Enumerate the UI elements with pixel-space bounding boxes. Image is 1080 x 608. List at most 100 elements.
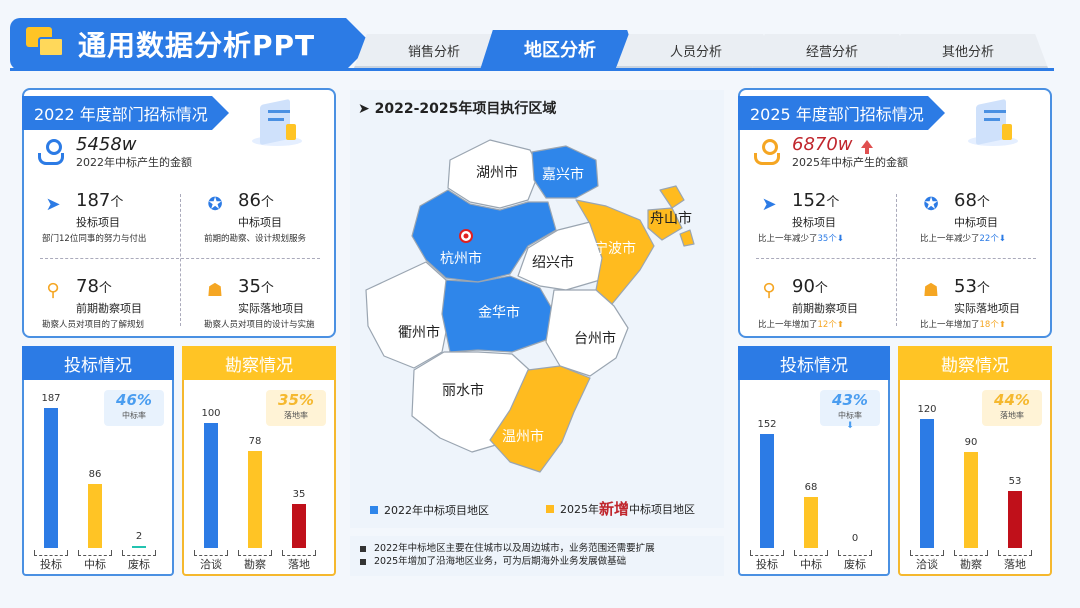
- city-label: 舟山市: [650, 211, 692, 227]
- stat-description: 部门12位同事的努力与付出: [42, 234, 147, 244]
- category-label: 勘察: [960, 558, 982, 571]
- bar-中标: [88, 483, 102, 548]
- left-bid-chart: 投标情况 46% 中标率 187 投标 86 中标 2 废标: [22, 346, 174, 576]
- bar-废标: [132, 546, 146, 548]
- category-label: 落地: [1004, 558, 1026, 571]
- axis-bracket: [122, 550, 156, 556]
- hand-coin-icon: [38, 139, 68, 167]
- axis-bracket: [194, 550, 228, 556]
- bar-中标: [804, 497, 818, 548]
- note-item: 2022年中标地区主要在住城市以及周边城市，业务范围还需要扩展: [360, 542, 714, 555]
- axis-bracket: [998, 550, 1032, 556]
- chart-title: 投标情况: [22, 346, 174, 380]
- category-label: 废标: [128, 558, 150, 571]
- team-icon: ☗: [922, 280, 940, 301]
- left-survey-chart: 勘察情况 35% 落地率 100 洽谈 78 勘察 35 落地: [182, 346, 336, 576]
- axis-bracket: [34, 550, 68, 556]
- axis-bracket: [78, 550, 112, 556]
- office-illustration-icon: [250, 98, 304, 150]
- stat-description: 勘察人员对项目的设计与实施: [204, 320, 315, 330]
- stat-unit: 个: [814, 281, 828, 296]
- stat-number: 78: [76, 276, 99, 297]
- legend-swatch-yellow: [546, 504, 554, 513]
- stat-description: 比上一年减少了22个⬇: [920, 234, 1006, 244]
- bar-value-label: 86: [88, 468, 102, 480]
- team-icon: ☗: [206, 280, 224, 301]
- stat-label: 前期勘察项目: [792, 302, 858, 315]
- category-label: 投标: [756, 558, 778, 571]
- chart-title: 勘察情况: [182, 346, 336, 380]
- stat-unit: 个: [98, 281, 112, 296]
- chat-bubbles-icon: [26, 27, 66, 61]
- map-region-zhoushan: [647, 185, 695, 247]
- notes-box: 2022年中标地区主要在住城市以及周边城市，业务范围还需要扩展 2025年增加了…: [350, 536, 724, 576]
- app-title: 通用数据分析PPT: [78, 29, 316, 62]
- right-stat-surveys: ⚲ 90个 前期勘察项目 比上一年增加了12个⬆: [758, 276, 908, 336]
- magnifier-icon: ⚲: [762, 280, 776, 301]
- legend-2025: 2025年 新增 中标项目地区: [546, 498, 695, 519]
- axis-bracket: [238, 550, 272, 556]
- bar-value-label: 68: [804, 482, 818, 493]
- rate-badge: 43% 中标率 ⬇: [820, 390, 880, 431]
- right-stat-wins: ✪ 68个 中标项目 比上一年减少了22个⬇: [920, 190, 1070, 250]
- tab-region[interactable]: 地区分析: [480, 30, 640, 70]
- bar-value-label: 187: [41, 392, 61, 404]
- left-money-value: 5458w: [76, 134, 137, 155]
- stat-unit: 个: [260, 281, 274, 296]
- stat-unit: 个: [260, 195, 274, 210]
- category-label: 洽谈: [200, 558, 222, 571]
- city-label: 杭州市: [440, 251, 482, 267]
- title-banner: 通用数据分析PPT: [10, 18, 372, 70]
- city-label: 宁波市: [594, 241, 636, 257]
- map-region-ningbo: [575, 199, 655, 305]
- bar-value-label: 78: [248, 435, 262, 447]
- category-label: 中标: [84, 558, 106, 571]
- axis-bracket: [794, 550, 828, 556]
- stat-number: 53: [954, 276, 977, 297]
- right-stat-bids: ➤ 152个 投标项目 比上一年减少了35个⬇: [758, 190, 908, 250]
- category-label: 投标: [40, 558, 62, 571]
- category-label: 洽谈: [916, 558, 938, 571]
- tab-bar: 销售分析 地区分析 人员分析 经营分析 其他分析: [344, 30, 1054, 70]
- right-stat-landed: ☗ 53个 实际落地项目 比上一年增加了18个⬆: [920, 276, 1070, 336]
- bar-value-label: 0: [851, 533, 859, 544]
- axis-bracket: [838, 550, 872, 556]
- stat-label: 中标项目: [238, 216, 282, 229]
- hand-coin-icon: [754, 139, 784, 167]
- right-money-summary: 6870w 2025年中标产生的金额: [754, 136, 908, 170]
- axis-bracket: [954, 550, 988, 556]
- right-bid-chart: 投标情况 43% 中标率 ⬇ 152 投标 68 中标 0 废标: [738, 346, 890, 576]
- stat-divider-vertical: [180, 194, 181, 326]
- left-money-summary: 5458w 2022年中标产生的金额: [38, 136, 192, 170]
- bar-投标: [44, 407, 58, 548]
- map-region-huzhou: [447, 139, 541, 209]
- left-stat-surveys: ⚲ 78个 前期勘察项目 勘察人员对项目的了解规划: [42, 276, 192, 336]
- left-stat-bids: ➤ 187个 投标项目 部门12位同事的努力与付出: [42, 190, 192, 250]
- chart-title: 勘察情况: [898, 346, 1052, 380]
- up-arrow-icon: [860, 140, 873, 154]
- tab-staff[interactable]: 人员分析: [616, 34, 776, 68]
- bar-洽谈: [204, 423, 218, 548]
- legend-2022: 2022年中标项目地区: [370, 502, 489, 518]
- map-region-taizhou: [545, 289, 629, 377]
- stat-number: 90: [792, 276, 815, 297]
- bar-value-label: 90: [964, 436, 978, 448]
- bar-value-label: 2: [135, 531, 143, 542]
- bar-value-label: 35: [292, 489, 306, 501]
- city-label: 金华市: [478, 305, 520, 321]
- axis-bracket: [282, 550, 316, 556]
- bar-value-label: 152: [757, 419, 777, 430]
- axis-bracket: [750, 550, 784, 556]
- bar-value-label: 120: [917, 404, 937, 416]
- tab-operations[interactable]: 经营分析: [752, 34, 912, 68]
- right-panel-title: 2025 年度部门招标情况: [738, 96, 945, 130]
- category-label: 废标: [844, 558, 866, 571]
- stat-description: 勘察人员对项目的了解规划: [42, 320, 145, 330]
- left-money-label: 2022年中标产生的金额: [76, 156, 192, 169]
- tab-other[interactable]: 其他分析: [888, 34, 1048, 68]
- stat-label: 实际落地项目: [238, 302, 304, 315]
- map-region-wenzhou: [489, 365, 591, 473]
- stat-unit: 个: [976, 281, 990, 296]
- legend-swatch-blue: [370, 506, 378, 514]
- stat-number: 152: [792, 190, 827, 211]
